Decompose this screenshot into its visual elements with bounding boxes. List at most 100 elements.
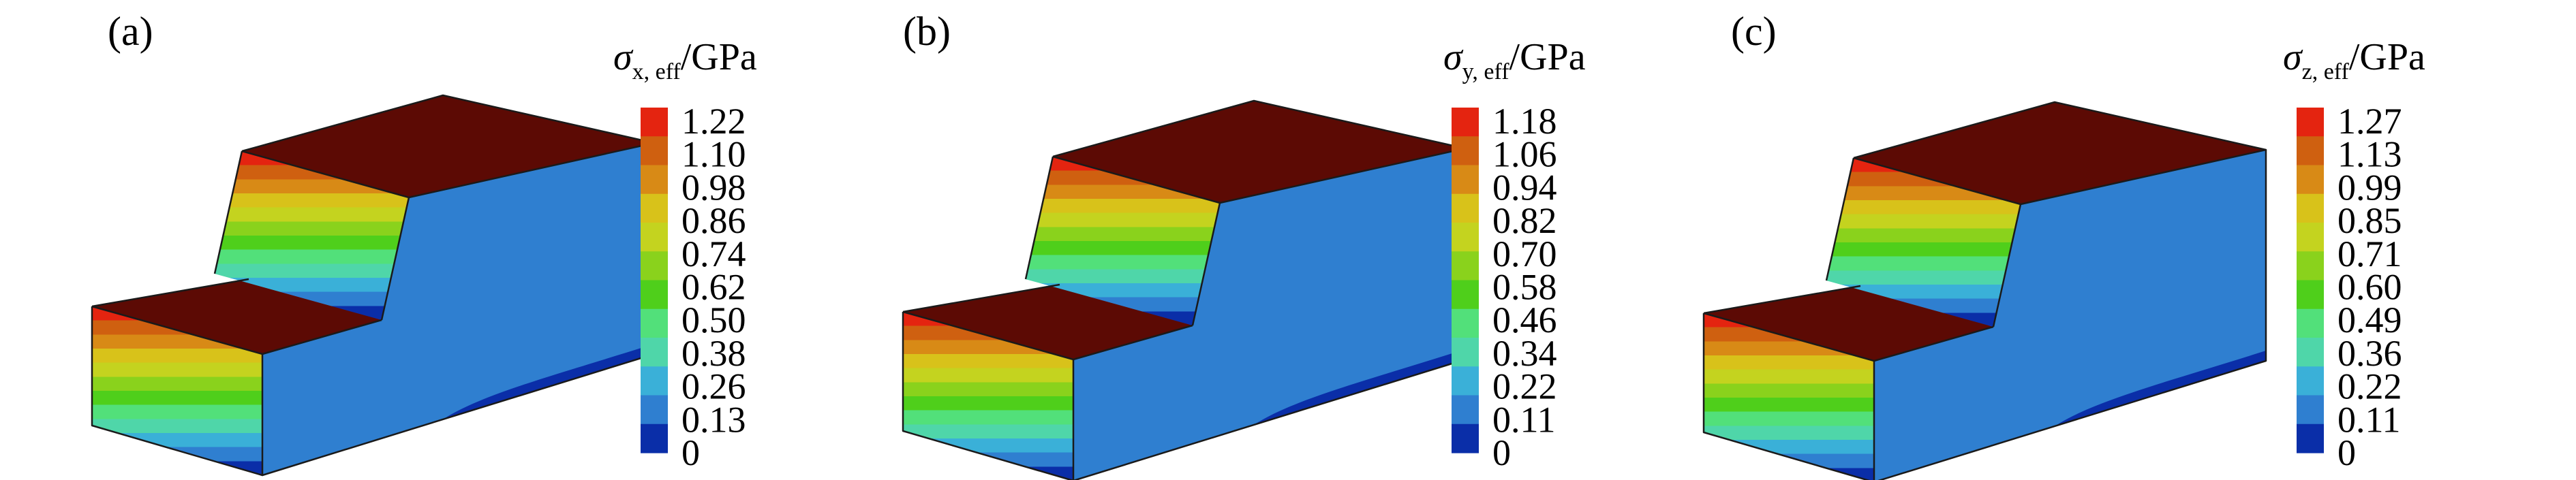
colorbar-title-unit-b: /GPa <box>1509 36 1586 78</box>
lower-front-face <box>1704 313 1874 480</box>
colorbar-tick-label: 1.18 <box>1492 101 1557 142</box>
colorbar-tick-label: 0.22 <box>1492 366 1557 407</box>
colorbar-tick-label: 1.06 <box>1492 134 1557 175</box>
upper-top-face <box>1854 102 2266 204</box>
colorbar-a <box>641 108 668 453</box>
colorbar-title-unit-c: /GPa <box>2349 36 2425 78</box>
colorbar-title-symbol-c: σ <box>2283 36 2303 78</box>
colorbar-tick-label: 0.58 <box>1492 267 1557 308</box>
colorbar-tick-label: 0.11 <box>1492 399 1556 440</box>
colorbar-swatch <box>2297 108 2324 137</box>
colorbar-tick-label: 0.86 <box>681 200 746 241</box>
colorbar-swatch <box>2297 308 2324 338</box>
colorbar-swatch <box>2297 193 2324 223</box>
panel-a: (a) σx, eff/GPa 1.221.100.980.860.740.62… <box>91 9 757 477</box>
colorbar-swatch <box>641 223 668 252</box>
colorbar-swatch <box>1452 223 1479 252</box>
colorbar-tick-label: 0.60 <box>2337 267 2402 308</box>
colorbar-swatch <box>1452 251 1479 281</box>
colorbar-swatch <box>641 108 668 137</box>
lower-front-face <box>92 306 262 475</box>
colorbar-swatch <box>641 308 668 338</box>
lower-front-face <box>903 312 1073 480</box>
panel-label-a: (a) <box>108 9 153 54</box>
colorbar-tick-label: 1.10 <box>681 134 746 175</box>
upper-top-face <box>1053 101 1465 203</box>
colorbar-tick-label: 0.46 <box>1492 300 1557 340</box>
slope-block-c <box>1702 101 2267 480</box>
colorbar-swatch <box>2297 251 2324 281</box>
colorbar-ticks-c: 1.271.130.990.850.710.600.490.360.220.11… <box>2337 101 2402 473</box>
colorbar-title-unit-a: /GPa <box>681 36 757 78</box>
colorbar-swatch <box>1452 423 1479 453</box>
colorbar-tick-label: 0.50 <box>681 300 746 340</box>
colorbar-tick-label: 0.11 <box>2337 399 2401 440</box>
colorbar-swatch <box>641 280 668 310</box>
colorbar-title-subscript-b: y, eff <box>1462 59 1510 84</box>
colorbar-b <box>1452 108 1479 453</box>
colorbar-tick-label: 0.85 <box>2337 200 2402 241</box>
panel-c: (c) σz, eff/GPa 1.271.130.990.850.710.60… <box>1702 9 2425 480</box>
colorbar-tick-label: 0.38 <box>681 333 746 374</box>
colorbar-swatch <box>641 193 668 223</box>
colorbar-swatch <box>641 165 668 195</box>
colorbar-tick-label: 0.22 <box>2337 366 2402 407</box>
panel-label-c: (c) <box>1731 9 1777 54</box>
panel-b: (b) σy, eff/GPa 1.181.060.940.820.700.58… <box>902 9 1586 480</box>
colorbar-tick-label: 0.99 <box>2337 167 2402 208</box>
colorbar-title-symbol-b: σ <box>1443 36 1464 78</box>
colorbar-swatch <box>641 423 668 453</box>
slope-block-a <box>91 94 656 477</box>
colorbar-tick-label: 0 <box>2337 432 2356 473</box>
colorbar-swatch <box>1452 308 1479 338</box>
colorbar-swatch <box>1452 366 1479 396</box>
colorbar-tick-label: 0.71 <box>2337 234 2402 274</box>
colorbar-swatch <box>641 395 668 425</box>
slope-face <box>1026 157 1220 325</box>
colorbar-swatch <box>2297 136 2324 166</box>
panel-label-b: (b) <box>903 9 951 54</box>
colorbar-tick-label: 0.36 <box>2337 333 2402 374</box>
colorbar-tick-label: 0.70 <box>1492 234 1557 274</box>
colorbar-title-a: σx, eff/GPa <box>613 36 757 84</box>
colorbar-swatch <box>1452 338 1479 367</box>
colorbar-swatch <box>641 136 668 166</box>
slope-face <box>215 151 409 320</box>
colorbar-tick-label: 0.74 <box>681 234 746 274</box>
colorbar-swatch <box>641 251 668 281</box>
colorbar-tick-label: 0.49 <box>2337 300 2402 340</box>
colorbar-tick-label: 0.82 <box>1492 200 1557 241</box>
colorbar-tick-label: 0.34 <box>1492 333 1557 374</box>
colorbar-tick-label: 1.27 <box>2337 101 2402 142</box>
colorbar-swatch <box>641 366 668 396</box>
colorbar-swatch <box>2297 366 2324 396</box>
colorbar-c <box>2297 108 2324 453</box>
colorbar-tick-label: 1.13 <box>2337 134 2402 175</box>
colorbar-swatch <box>2297 338 2324 367</box>
colorbar-swatch <box>1452 136 1479 166</box>
colorbar-swatch <box>1452 165 1479 195</box>
colorbar-title-c: σz, eff/GPa <box>2283 36 2425 84</box>
colorbar-swatch <box>1452 193 1479 223</box>
colorbar-ticks-a: 1.221.100.980.860.740.620.500.380.260.13… <box>681 101 746 473</box>
colorbar-swatch <box>641 338 668 367</box>
colorbar-title-symbol-a: σ <box>613 36 634 78</box>
colorbar-title-subscript-c: z, eff <box>2302 59 2350 84</box>
colorbar-tick-label: 0.98 <box>681 167 746 208</box>
slope-block-b <box>902 99 1467 480</box>
colorbar-swatch <box>1452 280 1479 310</box>
colorbar-tick-label: 1.22 <box>681 101 746 142</box>
upper-top-face <box>242 95 654 197</box>
block-edges <box>1702 101 2267 480</box>
slope-face <box>1826 158 2021 327</box>
colorbar-swatch <box>2297 423 2324 453</box>
colorbar-tick-label: 0 <box>681 432 700 473</box>
colorbar-tick-label: 0.13 <box>681 399 746 440</box>
colorbar-title-b: σy, eff/GPa <box>1443 36 1586 84</box>
colorbar-tick-label: 0.62 <box>681 267 746 308</box>
colorbar-tick-label: 0 <box>1492 432 1511 473</box>
colorbar-swatch <box>1452 395 1479 425</box>
colorbar-swatch <box>2297 280 2324 310</box>
colorbar-swatch <box>2297 395 2324 425</box>
